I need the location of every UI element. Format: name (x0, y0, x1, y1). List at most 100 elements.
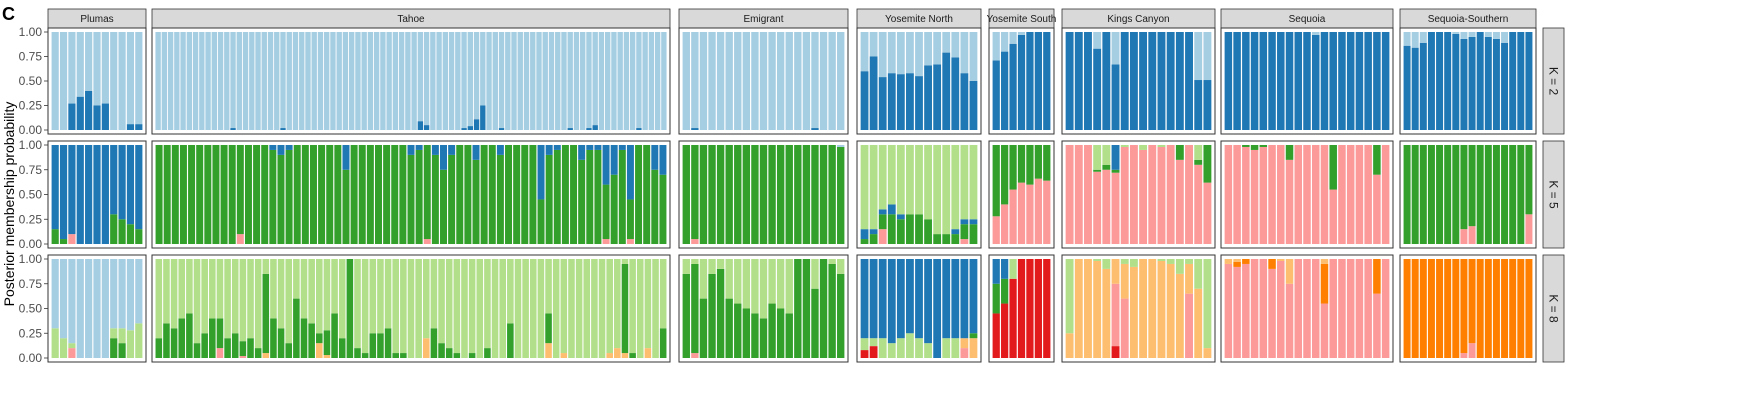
bar-segment-green (1484, 145, 1492, 244)
bar-segment-green (392, 353, 399, 358)
bar-segment-pink (68, 348, 76, 358)
bar-segment-green (239, 341, 247, 357)
bar-segment-green (751, 145, 759, 244)
bar-segment-blue (869, 229, 878, 235)
bar-segment-light-blue (505, 32, 511, 130)
bar-segment-blue (472, 145, 480, 160)
panel-border (856, 140, 982, 249)
bar-segment-blue (1338, 32, 1346, 130)
bar-segment-green (802, 259, 811, 358)
bar-segment-pink (1303, 259, 1311, 358)
bar-segment-light-green (725, 259, 733, 299)
bar-segment-light-orange (1233, 259, 1241, 262)
bar-segment-light-blue (93, 32, 101, 106)
bar-segment-green (293, 145, 301, 244)
bar-segment-green (254, 348, 262, 358)
bar-segment-blue (924, 259, 932, 344)
bar-segment-green (1411, 145, 1419, 244)
bar-segment-green (358, 145, 366, 244)
bar-segment-blue (342, 145, 350, 170)
bar-segment-green (118, 343, 126, 358)
bar-segment-green (561, 145, 569, 244)
bar-segment-light-blue (567, 32, 573, 129)
bar-segment-pink (1381, 259, 1390, 358)
bar-segment-blue (417, 121, 424, 130)
bar-segment-light-blue (110, 259, 118, 329)
bar-segment-blue (618, 145, 626, 150)
bar-segment-orange (1517, 259, 1525, 358)
bar-segment-blue (1452, 33, 1460, 130)
bar-segment-light-green (969, 145, 978, 220)
bar-segment-blue (1285, 32, 1294, 130)
bar-segment-green (468, 353, 476, 358)
bar-segment-green (1427, 145, 1435, 244)
bar-segment-light-blue (161, 32, 168, 130)
bar-segment-light-green (461, 259, 468, 358)
bar-segment-blue (1444, 32, 1452, 130)
bar-segment-light-green (262, 259, 270, 274)
bar-segment-blue (473, 119, 480, 130)
bar-segment-blue (1468, 36, 1476, 130)
bar-segment-blue (440, 145, 447, 170)
bar-segment-blue (93, 145, 101, 244)
bar-segment-orange (1492, 259, 1500, 358)
bar-segment-light-blue (76, 259, 84, 358)
bar-segment-light-blue (93, 259, 101, 358)
row-label-k-5: K = 5 (1547, 180, 1561, 209)
bar-segment-green (261, 145, 269, 244)
bar-segment-light-blue (1403, 32, 1411, 46)
panel-k-8-plumas (47, 254, 147, 363)
bar-segment-green (212, 145, 220, 244)
panel-k-2-plumas (47, 27, 147, 135)
bar-segment-light-green (1175, 259, 1184, 274)
panel-k-2-yosemite-south (988, 27, 1055, 135)
bar-segment-pink (1259, 146, 1268, 244)
bar-segment-green (691, 145, 699, 240)
bar-segment-pink (1277, 145, 1285, 244)
facet-label-yosemite-south: Yosemite South (987, 14, 1057, 25)
bar-segment-pink (1460, 229, 1468, 244)
bar-segment-light-green (1129, 259, 1138, 267)
bar-segment-light-green (438, 259, 445, 344)
bar-segment-light-green (1102, 259, 1111, 269)
bar-segment-pink (1294, 145, 1303, 244)
bar-segment-blue (496, 145, 504, 155)
bar-segment-green (828, 263, 836, 358)
bar-segment-red (992, 313, 1000, 358)
bar-segment-green (708, 145, 716, 244)
bar-segment-blue (1411, 47, 1419, 130)
bar-segment-blue (85, 145, 93, 244)
bar-segment-blue (651, 145, 659, 170)
bar-segment-blue (924, 65, 932, 130)
bar-segment-light-blue (448, 32, 455, 130)
bar-segment-green (1509, 145, 1517, 244)
bar-segment-orange (1501, 259, 1509, 358)
bar-segment-green (110, 214, 118, 244)
bar-segment-light-blue (317, 32, 324, 130)
bar-segment-blue (1476, 32, 1484, 130)
bar-segment-light-orange (316, 343, 323, 358)
y-tick-label: 1.00 (19, 138, 43, 152)
bar-segment-green (699, 145, 708, 244)
panel-k-5-sequoia-southern (1399, 140, 1537, 249)
bar-segment-green (163, 145, 171, 244)
bar-segment-blue (1250, 32, 1259, 130)
bar-segment-orange (1509, 259, 1517, 358)
bar-segment-light-blue (617, 32, 623, 130)
bar-segment-light-orange (423, 338, 430, 358)
bar-segment-blue (1194, 80, 1203, 130)
bar-segment-light-green (942, 338, 951, 358)
bar-segment-blue (431, 145, 439, 155)
bar-segment-light-green (277, 259, 285, 329)
bar-segment-light-blue (951, 32, 960, 58)
bar-segment-pink (1468, 343, 1476, 358)
bar-segment-blue (1381, 32, 1390, 130)
bar-segment-green (155, 145, 163, 244)
bar-segment-light-blue (101, 32, 109, 104)
bar-segment-light-green (361, 259, 369, 354)
bar-segment-light-green (896, 145, 905, 215)
bar-segment-green (1517, 145, 1525, 244)
bar-segment-blue (626, 145, 634, 200)
bar-segment-green (521, 145, 529, 244)
bar-segment-light-green (537, 259, 545, 358)
